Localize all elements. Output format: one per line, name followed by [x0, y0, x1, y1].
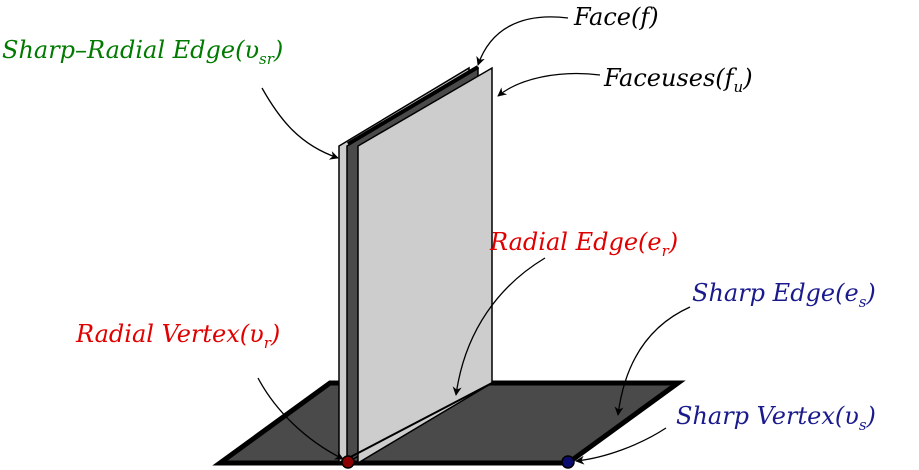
- radial-vertex-arrow: [257, 377, 344, 460]
- faceuse-front: [357, 66, 493, 465]
- label-face: Face(f): [573, 3, 659, 31]
- face-top-edge: [346, 65, 480, 146]
- face-arrow: [476, 16, 569, 66]
- radial-vertex-dot: [341, 455, 355, 469]
- radial-edge-arrow: [452, 257, 546, 396]
- sharp-vertex-dot: [561, 455, 575, 469]
- label-faceuses: Faceuses(fu): [603, 64, 753, 96]
- label-sharp-radial-edge: Sharp–Radial Edge(υsr): [2, 36, 283, 68]
- sharp-radial-edge-arrow: [261, 87, 339, 160]
- label-radial-edge: Radial Edge(er): [489, 228, 678, 260]
- label-sharp-vertex: Sharp Vertex(υs): [676, 402, 876, 434]
- label-radial-vertex: Radial Vertex(υr): [75, 320, 280, 352]
- faceuses-arrow: [497, 72, 601, 97]
- sharp-vertex-arrow: [575, 427, 667, 465]
- radial-edge-line: [338, 382, 493, 464]
- floor-plane: [212, 380, 686, 466]
- sharp-edge-arrow: [614, 306, 691, 416]
- label-sharp-edge: Sharp Edge(es): [692, 279, 876, 311]
